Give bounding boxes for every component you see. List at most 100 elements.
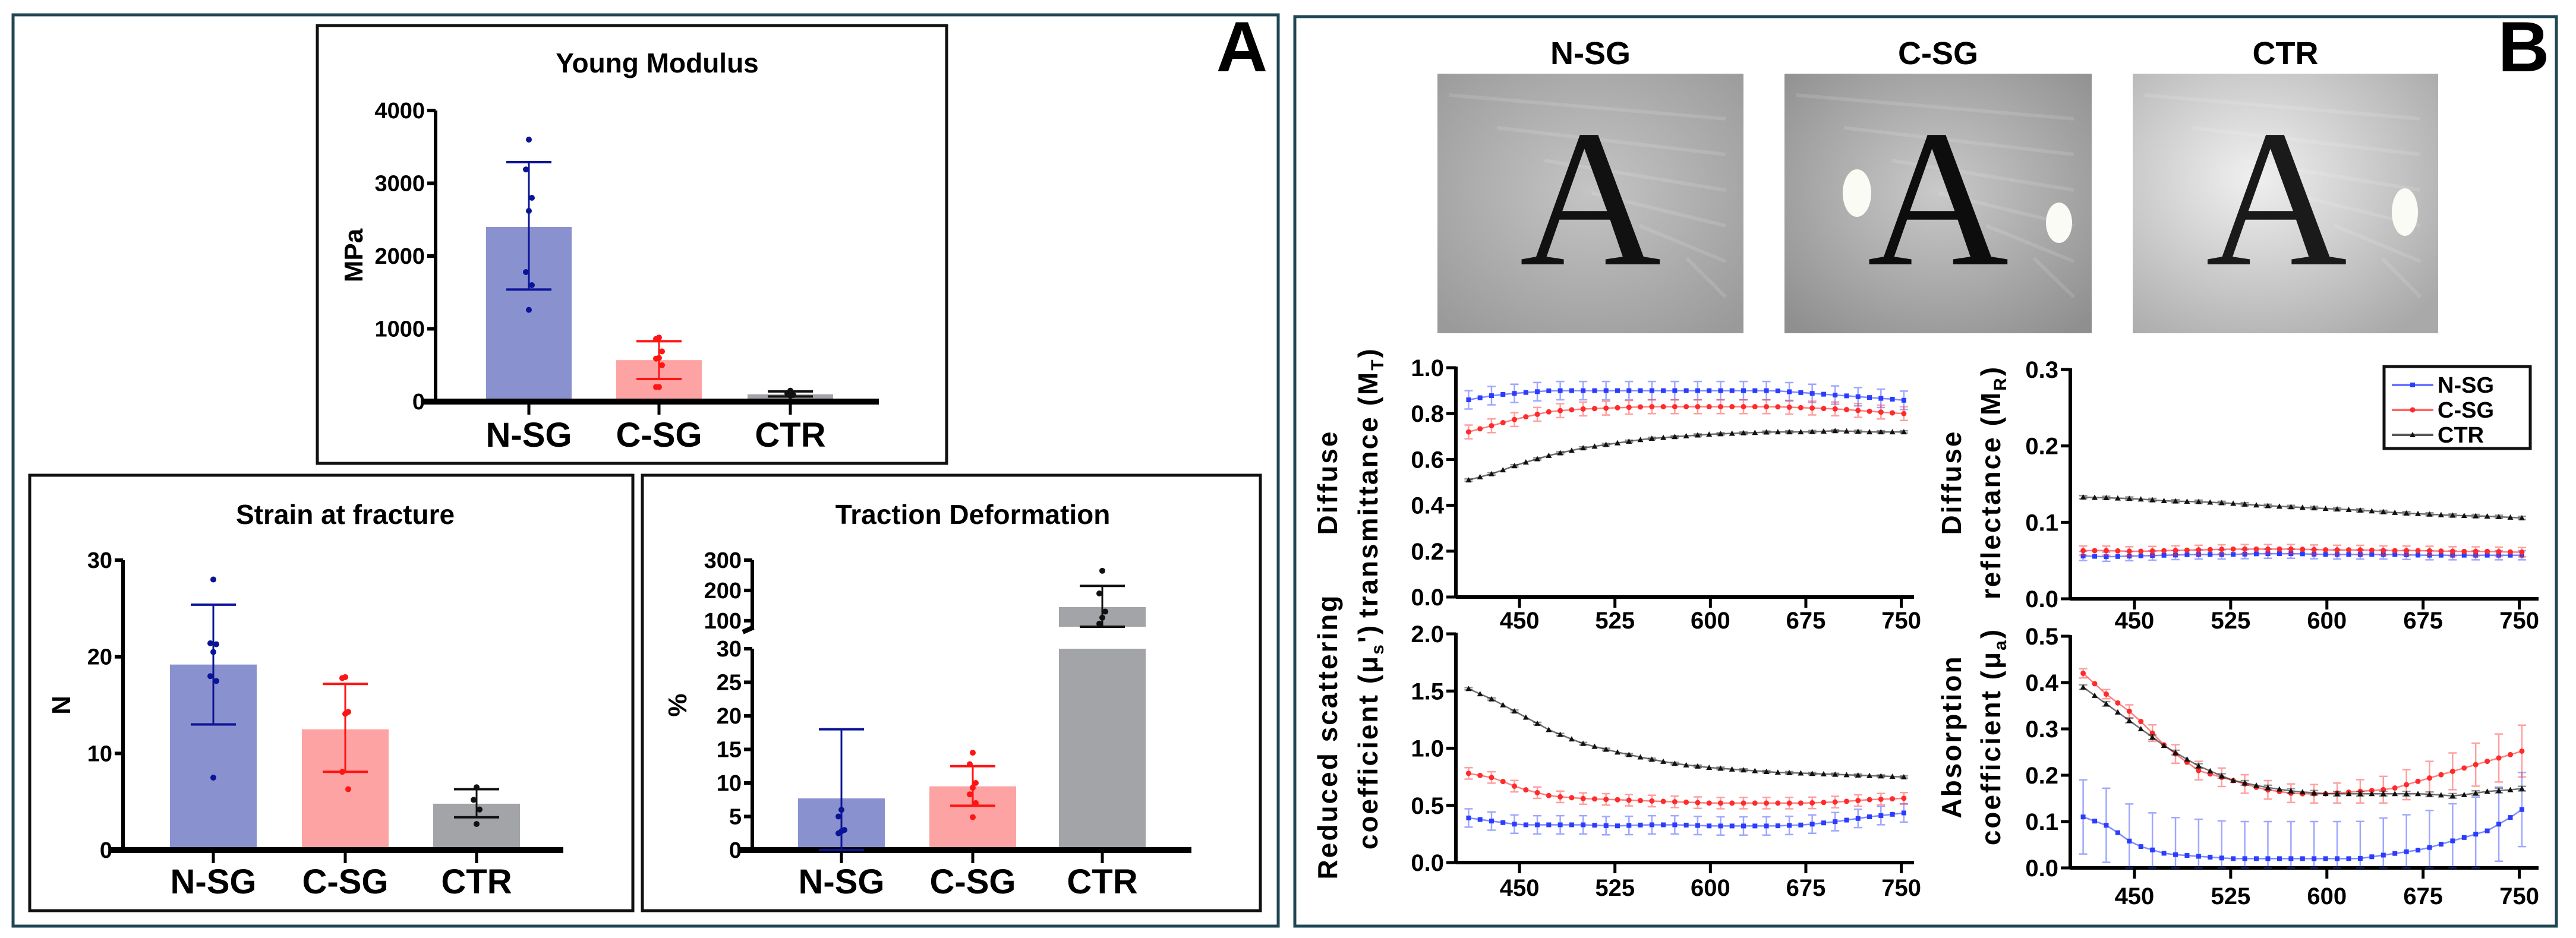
photo-light-spot — [1843, 169, 1871, 217]
marker-circle — [2438, 772, 2444, 778]
marker-circle — [2410, 407, 2416, 413]
marker-triangle — [2126, 717, 2133, 723]
marker-circle — [2484, 759, 2490, 765]
data-point — [474, 821, 480, 828]
marker-square — [1707, 388, 1712, 393]
photo-image — [1437, 74, 1743, 333]
x-tick-label: 750 — [1881, 875, 1921, 901]
series-ctr — [2079, 684, 2526, 799]
data-point — [213, 641, 219, 648]
line-chart-6: Absorption coefficient (μa) 0.0 0.1 0.2 0.3 0.… — [1936, 624, 2539, 909]
photo-scratch — [1638, 224, 1727, 263]
marker-triangle — [1500, 702, 1506, 708]
marker-circle — [1649, 798, 1655, 804]
marker-circle — [2496, 755, 2502, 761]
marker-square — [1878, 813, 1884, 818]
y-axis-label-line: transmittance (MT) — [1352, 347, 1388, 618]
y-tick-label: 25 — [717, 671, 742, 696]
marker-square — [2104, 823, 2109, 828]
marker-triangle — [1648, 435, 1655, 441]
photo-light-spot — [2392, 188, 2418, 236]
marker-triangle — [2403, 510, 2410, 516]
y-axis-label-line: coefficient (μs') — [1352, 624, 1388, 849]
marker-triangle — [2334, 506, 2341, 511]
marker-triangle — [2334, 791, 2341, 797]
series-c-sg — [1464, 766, 1908, 810]
x-tick-label-n-sg: N-SG — [171, 863, 257, 901]
data-point — [471, 797, 477, 803]
marker-square — [2404, 552, 2409, 557]
marker-circle — [1764, 800, 1770, 806]
error-bar-n-sg — [191, 603, 236, 726]
marker-square — [1798, 822, 1803, 828]
marker-circle — [1603, 797, 1609, 803]
marker-circle — [2196, 768, 2202, 773]
marker-circle — [2103, 548, 2109, 554]
marker-triangle — [1511, 463, 1518, 469]
marker-circle — [1626, 797, 1632, 803]
marker-square — [2392, 552, 2398, 557]
marker-circle — [2426, 548, 2432, 554]
photo-letter-a: A — [2206, 90, 2347, 307]
marker-triangle — [1866, 772, 1873, 778]
marker-circle — [1843, 798, 1849, 804]
marker-square — [1466, 397, 1471, 403]
y-axis-label-suffix: ') — [1352, 624, 1383, 643]
marker-triangle — [1637, 754, 1644, 760]
marker-triangle — [2265, 503, 2271, 509]
x-tick-label: 675 — [1786, 875, 1826, 901]
marker-circle — [1557, 408, 1563, 413]
marker-square — [2265, 551, 2271, 557]
marker-triangle — [1694, 763, 1701, 769]
marker-circle — [2519, 549, 2525, 555]
marker-square — [2092, 554, 2098, 559]
marker-square — [2427, 845, 2432, 850]
marker-triangle — [2357, 507, 2363, 513]
marker-square — [2416, 552, 2421, 558]
marker-triangle — [1557, 731, 1563, 737]
marker-square — [2208, 552, 2213, 557]
marker-square — [1523, 390, 1528, 395]
y-tick-label: 10 — [87, 741, 112, 766]
marker-triangle — [1878, 429, 1884, 435]
marker-circle — [1591, 406, 1597, 412]
y-tick-label: 1000 — [374, 317, 425, 342]
marker-square — [1890, 811, 1895, 817]
marker-triangle — [2288, 788, 2294, 794]
marker-triangle — [1855, 428, 1861, 434]
marker-circle — [1821, 406, 1827, 412]
x-tick-label: 450 — [1500, 875, 1540, 901]
marker-circle — [1717, 800, 1723, 806]
marker-circle — [1717, 404, 1723, 410]
y-tick-label: 0.0 — [2025, 855, 2058, 882]
series-ctr — [2079, 494, 2526, 520]
marker-circle — [2196, 547, 2202, 553]
marker-square — [2150, 553, 2155, 558]
marker-circle — [1729, 404, 1735, 410]
marker-square — [1672, 822, 1678, 828]
marker-circle — [2357, 547, 2363, 553]
marker-triangle — [2207, 768, 2214, 773]
marker-triangle — [1889, 429, 1896, 435]
marker-triangle — [2449, 792, 2456, 798]
marker-square — [1603, 823, 1609, 828]
x-tick-label: 450 — [1500, 608, 1540, 634]
marker-circle — [2473, 762, 2479, 768]
data-point — [523, 166, 529, 173]
marker-circle — [2126, 708, 2132, 714]
marker-square — [2312, 856, 2317, 861]
marker-circle — [1683, 404, 1689, 410]
marker-triangle — [1820, 428, 1827, 434]
y-tick-label: 0.2 — [2025, 434, 2058, 460]
photo-light-spot — [2046, 203, 2072, 243]
photo-scratch — [1544, 159, 1726, 192]
y-axis-label-text: coefficient (μ — [1975, 650, 2006, 845]
marker-triangle — [1774, 769, 1781, 775]
marker-triangle — [2241, 501, 2248, 507]
marker-square — [2312, 551, 2317, 557]
marker-triangle — [1465, 686, 1472, 691]
marker-triangle — [1809, 428, 1815, 434]
data-point — [1099, 614, 1105, 621]
marker-triangle — [2507, 787, 2514, 792]
error-bar — [2171, 817, 2180, 869]
